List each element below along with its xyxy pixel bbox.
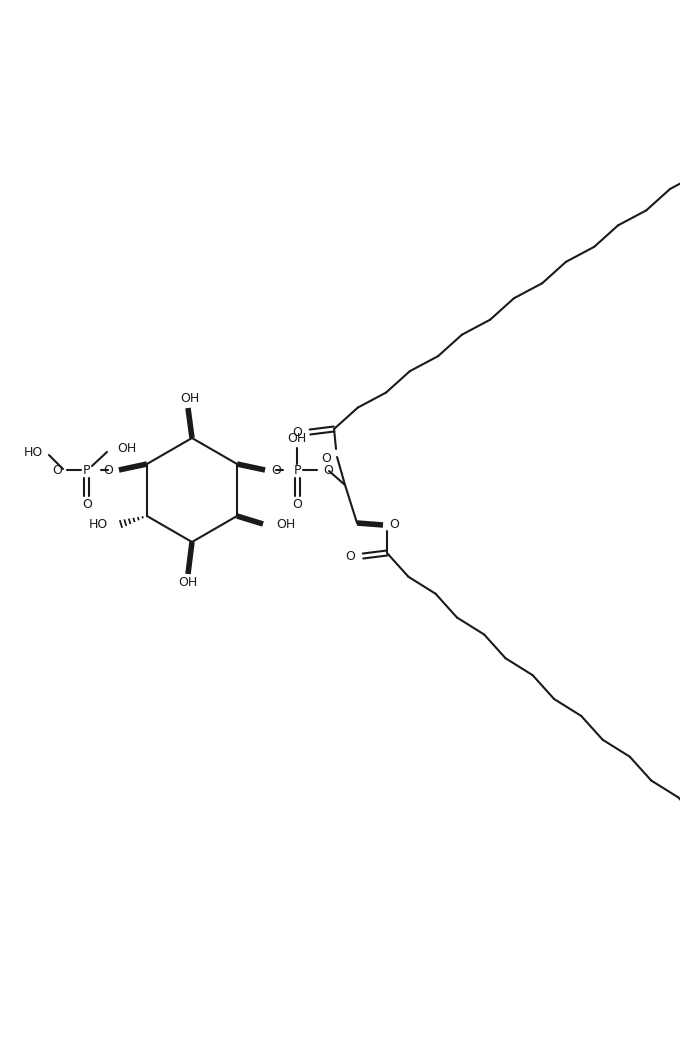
- Text: P: P: [83, 463, 90, 477]
- Text: O: O: [271, 463, 281, 477]
- Text: OH: OH: [178, 576, 198, 589]
- Text: O: O: [292, 499, 302, 511]
- Text: O: O: [82, 499, 92, 511]
- Text: OH: OH: [276, 519, 295, 531]
- Text: OH: OH: [117, 441, 136, 455]
- Text: O: O: [323, 463, 333, 477]
- Text: O: O: [345, 550, 355, 564]
- Text: O: O: [321, 452, 331, 464]
- Text: O: O: [52, 463, 62, 477]
- Text: O: O: [389, 519, 399, 531]
- Text: O: O: [292, 427, 302, 439]
- Text: OH: OH: [180, 393, 200, 406]
- Text: HO: HO: [88, 519, 108, 531]
- Text: P: P: [293, 463, 301, 477]
- Text: O: O: [103, 463, 113, 477]
- Text: HO: HO: [24, 446, 43, 459]
- Text: OH: OH: [288, 433, 307, 445]
